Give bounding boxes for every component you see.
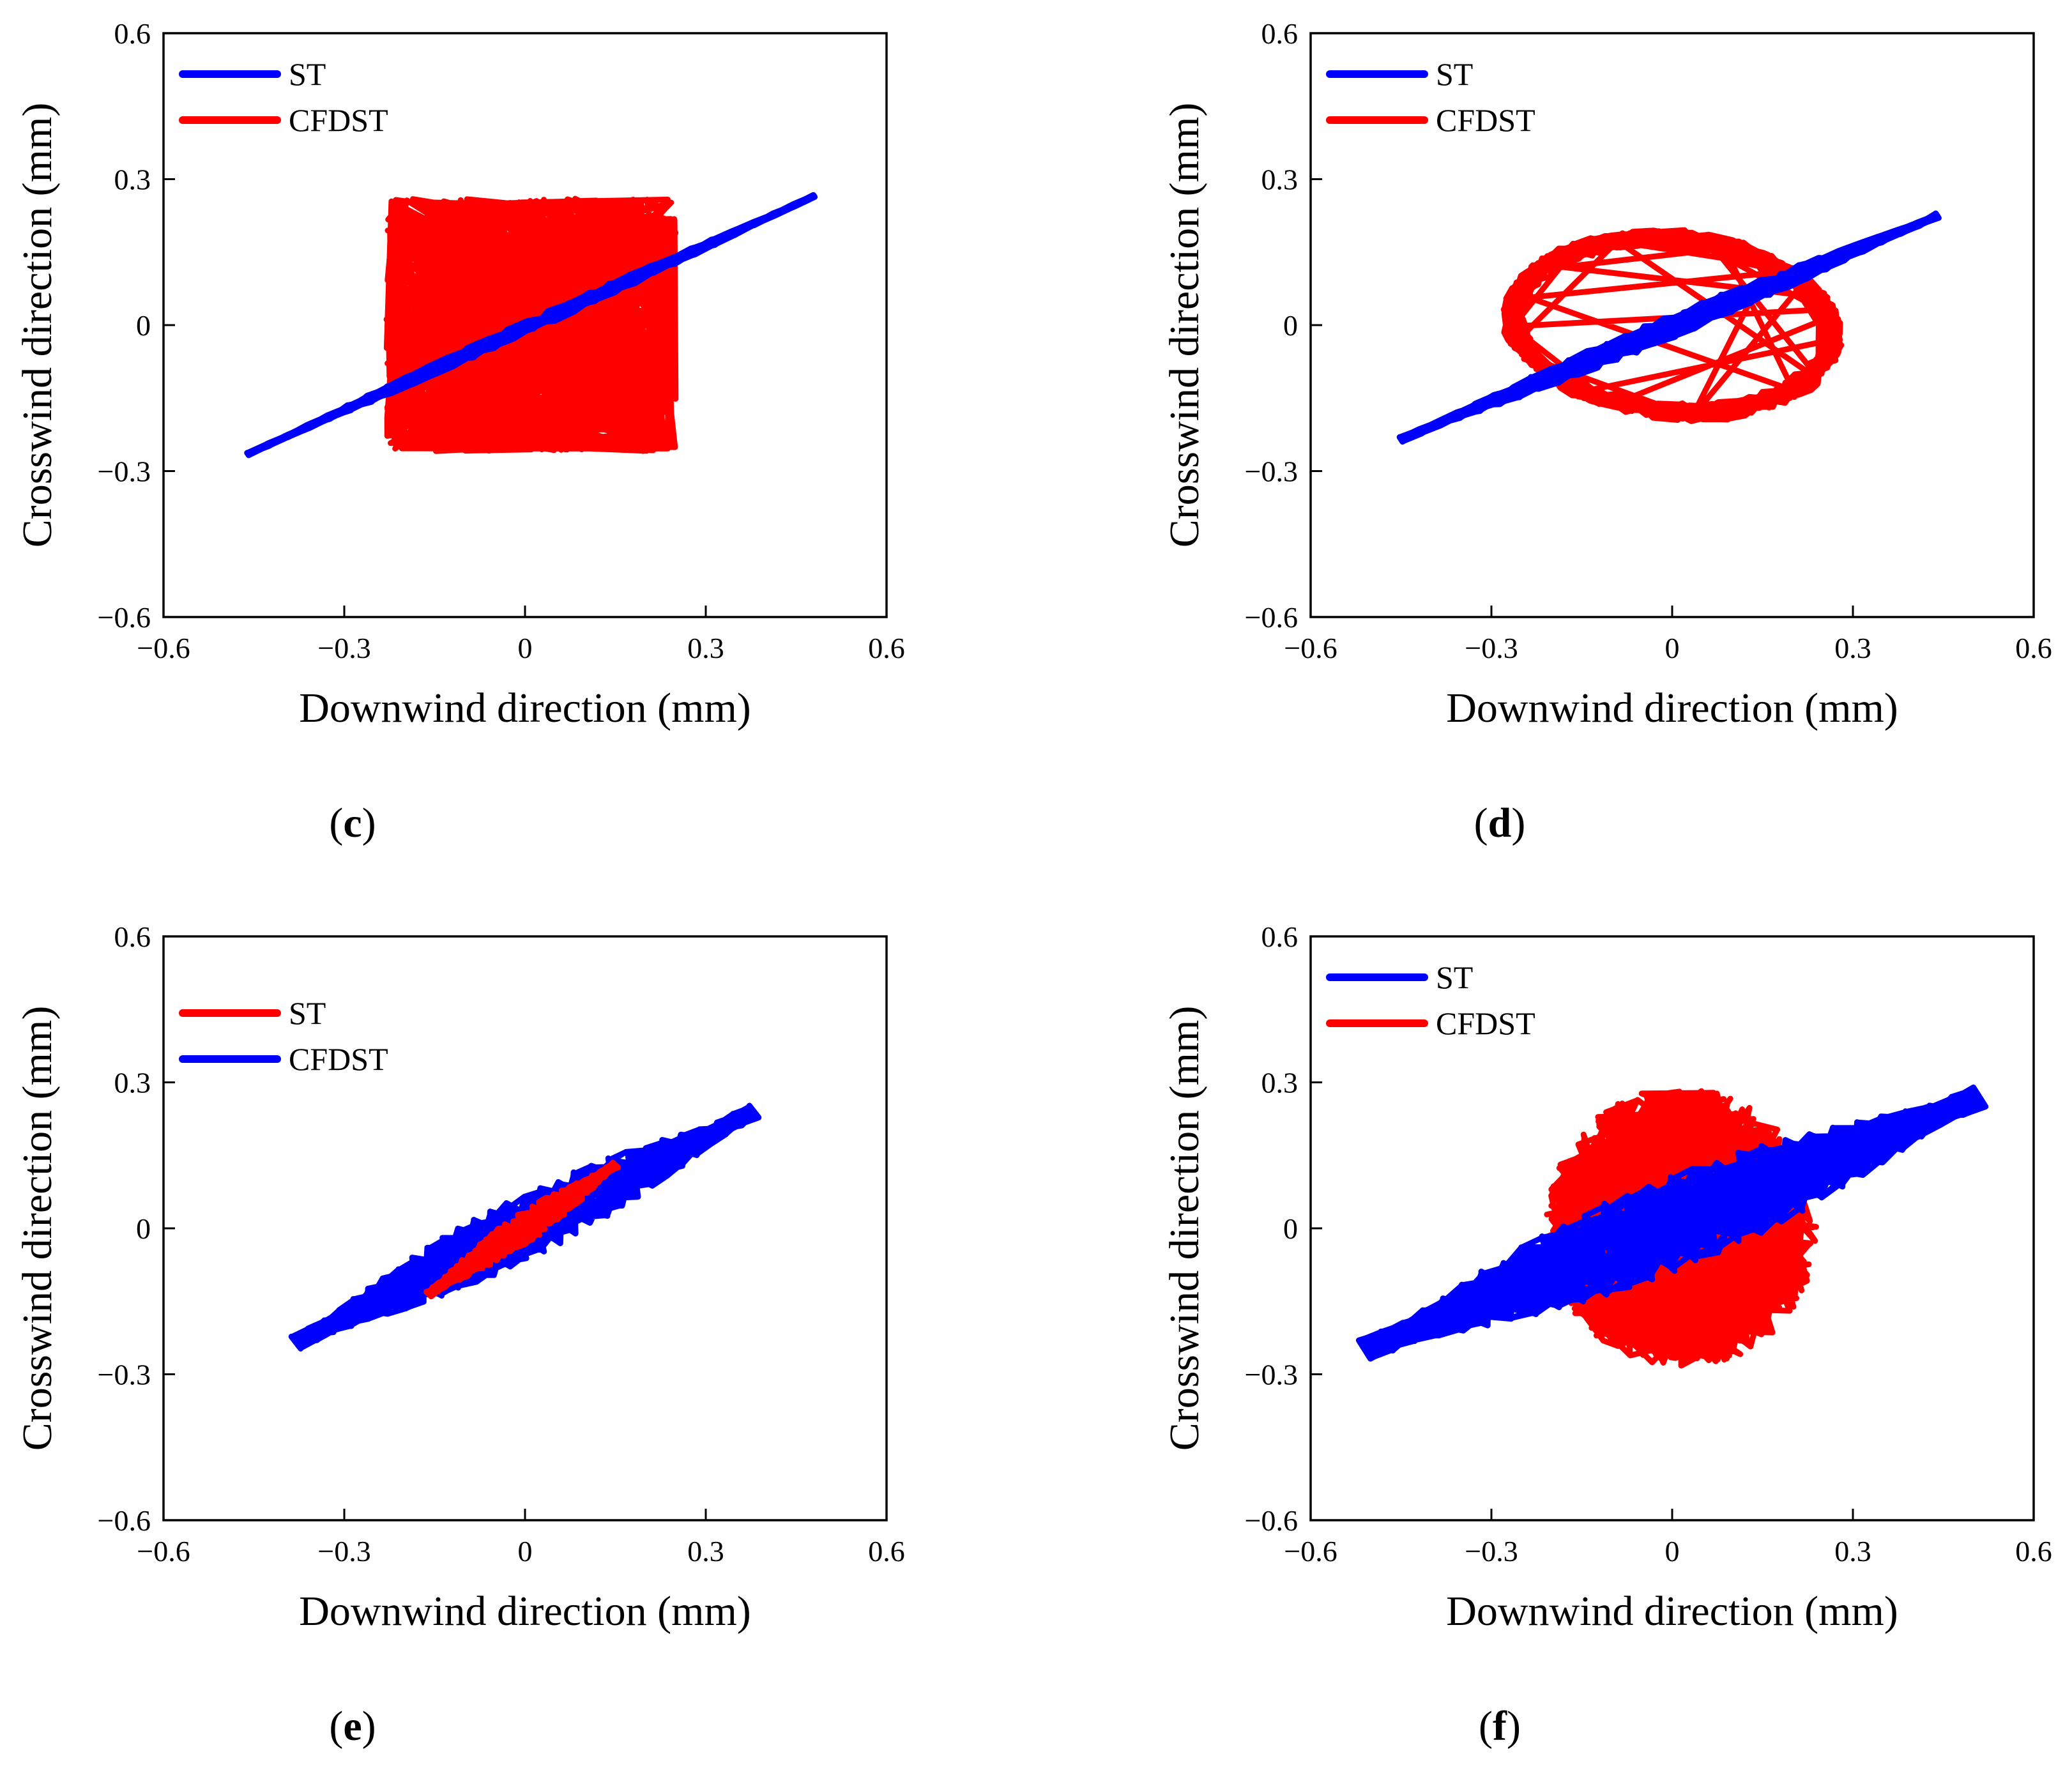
y-tick-label: −0.6 xyxy=(98,601,151,634)
y-tick-label: −0.3 xyxy=(1245,455,1298,488)
series-st xyxy=(1355,1084,1989,1362)
y-tick-label: −0.3 xyxy=(98,455,151,488)
y-tick-label: 0 xyxy=(136,309,151,342)
x-axis-title: Downwind direction (mm) xyxy=(1446,1588,1898,1635)
x-tick-label: 0 xyxy=(518,1535,533,1567)
y-tick-label: 0 xyxy=(1283,309,1298,342)
y-tick-label: 0.3 xyxy=(114,1067,151,1099)
legend-label-cfdst: CFDST xyxy=(1436,102,1535,138)
y-tick-label: −0.6 xyxy=(98,1504,151,1537)
panel-caption: (d) xyxy=(1474,800,1526,846)
panel-d: −0.6 −0.3 0 0.3 0.6 −0.6 −0.3 0 0.3 0.6 Downwind d… xyxy=(1161,17,2052,846)
series-st xyxy=(1396,210,1942,445)
x-tick-label: −0.3 xyxy=(1465,1535,1518,1567)
x-tick-label: 0.6 xyxy=(2015,632,2052,664)
legend-label-st: ST xyxy=(1436,959,1473,995)
x-tick-label: −0.6 xyxy=(1284,1535,1337,1567)
y-tick-label: 0.6 xyxy=(114,920,151,953)
legend-label-cfdst: CFDST xyxy=(289,102,388,138)
y-tick-label: −0.3 xyxy=(1245,1359,1298,1391)
y-tick-label: −0.6 xyxy=(1245,601,1298,634)
y-tick-label: 0.3 xyxy=(1261,1067,1299,1099)
x-tick-label: 0 xyxy=(518,632,533,664)
y-axis-title: Crosswind direction (mm) xyxy=(14,1006,61,1451)
y-tick-label: −0.6 xyxy=(1245,1504,1298,1537)
series-st xyxy=(423,1159,621,1300)
x-tick-label: −0.3 xyxy=(317,632,370,664)
panel-caption: (e) xyxy=(329,1703,376,1750)
x-tick-label: 0.6 xyxy=(868,1535,905,1567)
y-axis-title: Crosswind direction (mm) xyxy=(1161,103,1208,548)
x-tick-label: 0 xyxy=(1665,632,1680,664)
x-tick-label: 0 xyxy=(1665,1535,1680,1567)
legend-label-st: ST xyxy=(1436,56,1473,92)
y-tick-label: 0.3 xyxy=(1261,164,1299,196)
x-axis-title: Downwind direction (mm) xyxy=(299,1588,751,1635)
x-tick-label: −0.3 xyxy=(317,1535,370,1567)
x-axis-title: Downwind direction (mm) xyxy=(1446,685,1898,731)
x-tick-label: 0.3 xyxy=(687,632,724,664)
y-tick-label: 0 xyxy=(1283,1212,1298,1245)
x-tick-label: 0.6 xyxy=(868,632,905,664)
x-tick-label: 0.3 xyxy=(687,1535,724,1567)
y-axis-title: Crosswind direction (mm) xyxy=(1161,1006,1208,1451)
x-tick-label: 0.3 xyxy=(1834,1535,1871,1567)
y-tick-label: 0.3 xyxy=(114,164,151,196)
y-tick-label: −0.3 xyxy=(98,1359,151,1391)
panel-caption: (f) xyxy=(1479,1703,1521,1750)
y-tick-label: 0.6 xyxy=(1261,17,1299,50)
x-tick-label: 0.6 xyxy=(2015,1535,2052,1567)
x-axis-title: Downwind direction (mm) xyxy=(299,685,751,731)
series-st xyxy=(244,192,818,459)
legend-label-cfdst: CFDST xyxy=(1436,1005,1535,1041)
y-tick-label: 0.6 xyxy=(1261,920,1299,953)
legend-label-st: ST xyxy=(289,995,326,1031)
series-cfdst xyxy=(1500,227,1845,424)
x-tick-label: 0.3 xyxy=(1834,632,1871,664)
series-cfdst xyxy=(288,1102,762,1352)
x-tick-label: −0.6 xyxy=(137,632,190,664)
y-tick-label: 0 xyxy=(136,1212,151,1245)
x-tick-label: −0.6 xyxy=(1284,632,1337,664)
legend-label-cfdst: CFDST xyxy=(289,1041,388,1077)
panel-e: −0.6 −0.3 0 0.3 0.6 −0.6 −0.3 0 0.3 0.6 Downwind d… xyxy=(14,920,905,1750)
x-tick-label: −0.6 xyxy=(137,1535,190,1567)
y-tick-label: 0.6 xyxy=(114,17,151,50)
panel-caption: (c) xyxy=(329,800,376,846)
series-cfdst xyxy=(383,195,679,454)
panel-c: −0.6 −0.3 0 0.3 0.6 −0.6 −0.3 0 0.3 0.6 Downwind d… xyxy=(14,17,905,846)
panel-f: −0.6 −0.3 0 0.3 0.6 −0.6 −0.3 0 0.3 0.6 Downwind d… xyxy=(1161,920,2052,1750)
x-tick-label: −0.3 xyxy=(1465,632,1518,664)
legend-label-st: ST xyxy=(289,56,326,92)
y-axis-title: Crosswind direction (mm) xyxy=(14,103,61,548)
